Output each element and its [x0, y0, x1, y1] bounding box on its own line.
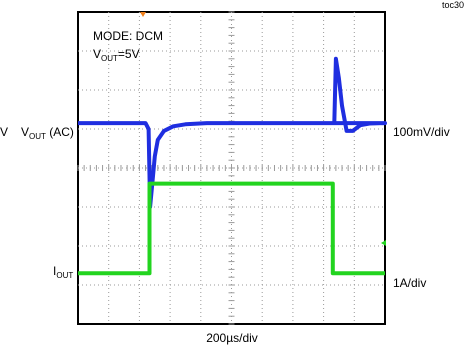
ch2-label: IOUT [53, 264, 73, 280]
vout-annotation-sub: OUT [101, 54, 118, 63]
ch2-label-sub: OUT [56, 271, 73, 280]
mode-annotation: MODE: DCM [93, 29, 163, 43]
trigger-marker [140, 12, 146, 17]
ch2-label-prefix: I [53, 264, 56, 278]
ch2-scale-label: 1A/div [393, 276, 426, 290]
ch1-label-sub: OUT [29, 132, 46, 141]
ch1-label-prefix: V [21, 125, 29, 139]
vout-annotation-value: =5V [118, 47, 140, 61]
vout-annotation-prefix: V [93, 47, 101, 61]
ch1-label: VOUT (AC) [21, 125, 74, 141]
ch2-marker [381, 240, 386, 246]
time-scale-label: 200µs/div [206, 331, 258, 345]
traces [78, 56, 387, 276]
ch1-label-suffix: (AC) [46, 125, 74, 139]
ch1-scale-label: 100mV/div [393, 125, 450, 139]
stray-left-label: V [0, 125, 8, 139]
figure-id: toc30 [442, 0, 464, 10]
ch2-trace [78, 181, 385, 276]
vout-annotation: VOUT=5V [93, 47, 140, 63]
